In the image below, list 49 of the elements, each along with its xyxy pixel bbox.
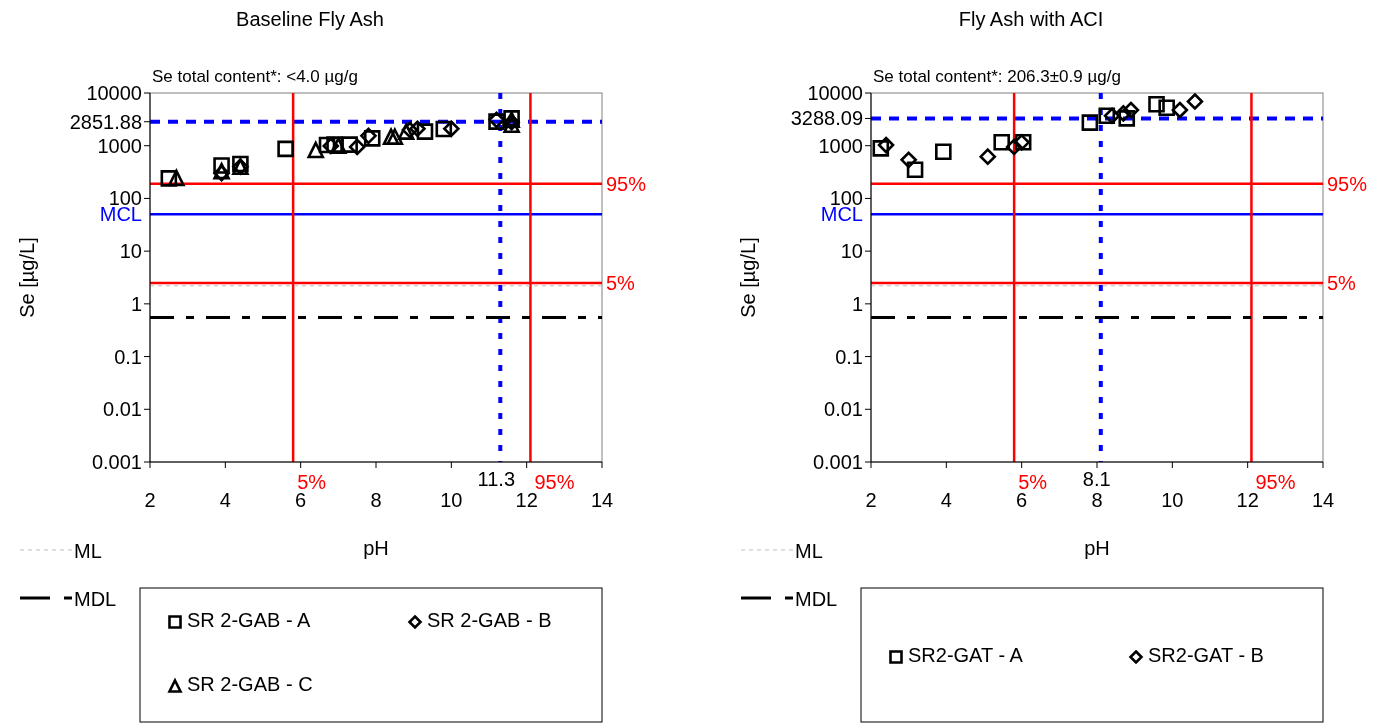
x-tick-label: 14 (1311, 489, 1335, 511)
y-tick-label: 10 (840, 240, 863, 263)
y-tick-label: 10 (119, 240, 142, 263)
legend-label: SR 2-GAB - A (187, 609, 312, 631)
y-tick-label: 10000 (86, 82, 142, 104)
legend-label: SR 2-GAB - B (427, 609, 552, 631)
y-tick-label: 1000 (97, 134, 142, 157)
legend-label: ML (795, 540, 823, 562)
y-tick-label: 0.001 (812, 451, 863, 473)
x-tick-label: 2 (144, 489, 156, 511)
legend-label: ML (74, 540, 102, 562)
y-tick-label: 0.1 (835, 345, 863, 368)
x-tick-label: 4 (219, 489, 231, 511)
chart-subtitle: Se total content*: 206.3±0.9 µg/g (873, 67, 1121, 86)
x-tick-label: 2 (865, 489, 877, 511)
chart-title: Fly Ash with ACI (958, 8, 1104, 30)
chart-subtitle: Se total content*: <4.0 µg/g (152, 67, 358, 86)
y-tick-label: 2851.88 (69, 110, 142, 133)
x-axis-title: pH (1084, 537, 1110, 559)
y-tick-label: 1 (130, 292, 142, 315)
x-tick-label: 10 (1161, 489, 1184, 511)
legend-label: MDL (795, 588, 838, 610)
y-tick-label: 0.01 (103, 398, 142, 421)
x-tick-label: 4 (940, 489, 952, 511)
annotation: 11.3 (477, 468, 516, 490)
y-tick-label: 0.01 (824, 398, 863, 421)
y-axis-title: Se [µg/L] (16, 237, 38, 318)
y-axis-title: Se [µg/L] (737, 237, 759, 318)
annotation: 5% (606, 271, 636, 294)
legend-label: SR 2-GAB - C (187, 673, 313, 695)
x-axis-title: pH (363, 537, 389, 559)
legend-label: SR2-GAT - A (908, 644, 1024, 666)
y-tick-label: 0.001 (91, 451, 142, 473)
x-tick-label: 10 (440, 489, 463, 511)
x-tick-label: 8 (370, 489, 382, 511)
chart-title: Baseline Fly Ash (236, 8, 384, 30)
legend-label: SR2-GAT - B (1148, 644, 1264, 666)
y-tick-label: 0.1 (114, 345, 142, 368)
annotation: 95% (1327, 172, 1368, 195)
x-tick-label: 8 (1091, 489, 1103, 511)
annotation: 5% (1327, 271, 1357, 294)
x-tick-label: 14 (590, 489, 614, 511)
y-tick-label: 3288.09 (790, 107, 863, 130)
annotation: 95% (606, 172, 647, 195)
legend-label: MDL (74, 588, 117, 610)
annotation: 8.1 (1082, 468, 1111, 490)
y-tick-label: 10000 (807, 82, 863, 104)
y-tick-label: 1 (851, 292, 863, 315)
y-tick-label: 1000 (818, 134, 863, 157)
